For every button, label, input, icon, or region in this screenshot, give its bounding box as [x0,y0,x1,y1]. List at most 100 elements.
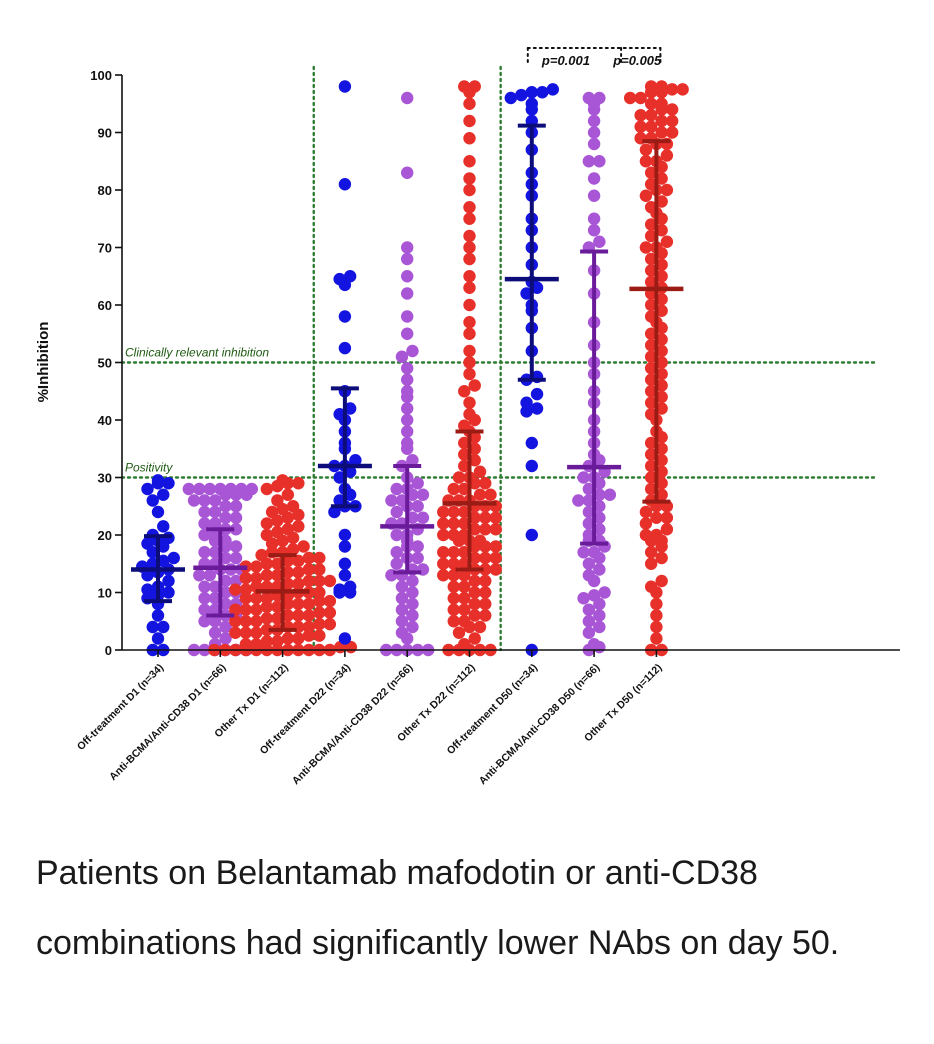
data-point [157,554,170,568]
data-point [302,551,316,565]
data-point [463,344,476,358]
data-point [401,166,414,179]
data-point [219,632,232,645]
data-point [587,589,601,602]
data-point [504,91,517,105]
data-point [250,592,263,605]
data-point [219,620,232,634]
data-point [634,91,647,105]
data-point [406,620,419,634]
data-point [463,327,476,340]
data-point [260,592,274,605]
data-point [639,189,653,202]
data-point [639,241,653,254]
chart: %Inhibition Clinically relevant inhibiti… [35,47,900,787]
data-point [208,626,222,639]
data-point [593,609,606,622]
data-point [260,623,274,637]
data-point [655,172,668,185]
data-point [349,454,362,467]
data-point [458,517,471,530]
data-point [276,474,289,487]
data-point [395,626,409,639]
data-point [323,617,337,631]
data-point [489,511,502,524]
data-point [167,551,180,565]
data-point [447,482,460,496]
data-point [208,494,222,507]
data-point [644,109,658,122]
data-point [395,350,409,363]
data-point [182,482,195,496]
data-point [644,580,658,593]
guide-label: Clinically relevant inhibition [125,346,269,360]
data-point [292,477,305,490]
data-point [338,540,352,553]
data-point [655,551,668,565]
data-point [250,615,263,628]
data-point [141,482,154,496]
data-point [644,373,658,386]
data-point [463,408,476,421]
data-point [489,523,502,536]
data-point [338,80,352,93]
data-point [292,554,305,568]
x-tick-label: Anti-BCMA/Anti-CD38 D1 (n=66) [107,662,228,783]
y-tick-label: 60 [98,298,112,313]
data-point [587,546,601,559]
data-point [198,615,211,628]
data-point [437,528,450,542]
data-point [198,603,211,616]
data-point [458,459,471,473]
data-point [479,563,492,576]
data-point [302,609,316,622]
data-point [655,488,668,501]
data-point [525,528,538,542]
data-point [239,615,253,628]
data-point [463,367,476,381]
data-point [463,212,476,225]
data-point [572,494,585,507]
data-point [655,442,668,455]
data-point [229,615,242,628]
data-point [463,281,476,294]
data-point [229,500,243,513]
data-point [203,482,216,496]
data-point [655,333,668,346]
data-point [665,126,679,139]
data-point [644,471,658,484]
data-point [333,272,346,286]
data-point [468,609,481,622]
data-point [515,88,528,102]
data-point [655,270,668,283]
data-point [447,557,460,570]
data-point [229,626,242,639]
data-point [416,488,430,501]
data-point [644,201,658,214]
data-point [468,442,481,455]
data-point [479,477,492,490]
data-point [452,626,466,639]
data-point [458,385,471,398]
data-point [639,528,653,542]
data-point [655,367,668,381]
data-point [536,86,549,99]
data-point [338,178,352,191]
data-point [198,494,211,507]
data-point [390,557,403,570]
data-point [582,528,596,542]
data-point [650,511,663,524]
data-point [224,482,237,496]
data-point [151,505,165,519]
data-point [463,132,476,145]
data-point [644,482,658,496]
data-point [458,419,471,432]
data-point [458,505,471,519]
data-point [239,571,253,585]
data-point [665,83,679,96]
data-point [292,597,305,611]
data-point [587,212,601,225]
data-point [229,603,242,616]
y-tick-label: 70 [98,241,112,256]
data-point [655,390,668,404]
